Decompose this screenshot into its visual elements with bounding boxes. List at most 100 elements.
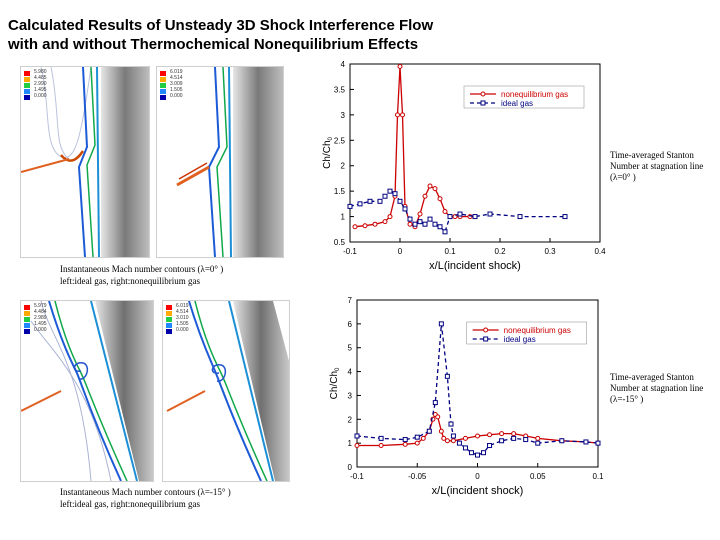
side-note-bottom: Time-averaged Stanton Number at stagnati… — [610, 372, 704, 404]
data-point — [354, 433, 360, 439]
data-point — [444, 373, 450, 379]
data-point — [523, 437, 529, 443]
y-tick-label: 2.5 — [334, 136, 346, 145]
legend-marker — [480, 91, 486, 97]
cfd-bottom-left-image — [20, 300, 154, 482]
data-point — [444, 438, 450, 444]
data-point — [432, 400, 438, 406]
x-tick-label: 0.1 — [444, 247, 456, 256]
cfd-top-left-image — [20, 66, 150, 258]
data-point — [427, 183, 433, 189]
data-point — [447, 214, 453, 220]
data-point — [387, 214, 393, 220]
data-point — [414, 440, 420, 446]
top-figure-caption: Instantaneous Mach number contours (λ=0°… — [60, 264, 224, 286]
y-tick-label: 4 — [348, 368, 353, 377]
data-point — [442, 229, 448, 235]
data-point — [412, 221, 418, 227]
data-point — [402, 206, 408, 212]
data-point — [481, 450, 487, 456]
bottom-left-legend: 5.979 4.484 2.989 1.495 0.000 — [34, 303, 47, 333]
y-tick-label: 6 — [348, 320, 353, 329]
legend-marker — [483, 336, 489, 342]
data-point — [400, 112, 405, 118]
data-point — [362, 223, 368, 229]
data-point — [535, 440, 541, 446]
data-point — [432, 186, 438, 192]
x-axis-label: x/L(incident shock) — [432, 485, 524, 497]
data-point — [347, 203, 353, 209]
title-line-1: Calculated Results of Unsteady 3D Shock … — [8, 17, 434, 34]
x-tick-label: 0.05 — [530, 472, 546, 481]
y-tick-label: 5 — [348, 344, 353, 353]
top-left-legend: 5.980 4.485 2.990 1.495 0.000 — [34, 69, 47, 99]
x-tick-label: -0.1 — [350, 472, 364, 481]
data-point — [487, 211, 493, 217]
data-point — [475, 433, 480, 439]
data-point — [354, 443, 360, 449]
y-tick-label: 2 — [348, 415, 353, 424]
data-point — [432, 221, 438, 227]
y-axis-label-subscript: 0 — [328, 136, 334, 140]
data-point — [487, 432, 493, 438]
y-axis-label: Ch/Ch0 — [329, 367, 341, 399]
data-point — [450, 433, 456, 439]
data-point — [387, 188, 393, 194]
data-point — [442, 208, 448, 214]
y-tick-label: 0.5 — [334, 238, 346, 247]
data-point — [437, 224, 443, 230]
y-tick-label: 3 — [348, 391, 353, 400]
slide-title: Calculated Results of Unsteady 3D Shock … — [8, 16, 433, 54]
data-point — [422, 221, 428, 227]
side-note-top: Time-averaged Stanton Number at stagnati… — [610, 150, 704, 182]
x-tick-label: -0.05 — [408, 472, 427, 481]
data-point — [475, 452, 480, 458]
x-tick-label: 0.1 — [592, 472, 604, 481]
data-point — [420, 435, 426, 441]
data-point — [559, 438, 565, 444]
data-point — [487, 443, 493, 449]
x-tick-label: 0.2 — [494, 247, 506, 256]
data-point — [535, 435, 541, 441]
x-tick-label: 0.4 — [594, 247, 606, 256]
data-point — [499, 438, 505, 444]
x-axis-label: x/L(incident shock) — [429, 260, 521, 272]
data-point — [456, 440, 462, 446]
data-point — [583, 439, 589, 445]
y-tick-label: 1 — [348, 439, 353, 448]
legend-entry: nonequilibrium gas — [504, 326, 571, 335]
data-point — [595, 440, 601, 446]
y-axis-label: Ch/Ch0 — [322, 136, 334, 168]
data-point — [462, 445, 468, 451]
chart-stanton-lambda-minus15: -0.1 -0.05 0 0.05 0.1 0 1 2 3 4 5 6 7 x/L(incident sh… — [329, 296, 604, 497]
data-point — [392, 191, 398, 197]
x-tick-label: 0.3 — [544, 247, 556, 256]
data-point — [395, 112, 400, 118]
data-point — [511, 435, 517, 441]
y-tick-label: 4 — [341, 60, 346, 69]
cfd-top-right-image — [156, 66, 284, 258]
data-point — [562, 214, 568, 220]
y-tick-label: 2 — [341, 162, 346, 171]
cfd-bottom-right-image — [162, 300, 290, 482]
data-point — [438, 321, 444, 327]
data-point — [377, 198, 383, 204]
x-tick-label: 0 — [475, 472, 480, 481]
data-point — [438, 428, 444, 434]
data-point — [397, 198, 403, 204]
y-tick-label: 7 — [348, 296, 353, 305]
top-right-legend: 6.019 4.514 3.009 1.505 0.000 — [170, 69, 183, 99]
legend-entry: ideal gas — [504, 335, 536, 344]
data-point — [378, 435, 384, 441]
data-point — [367, 198, 373, 204]
data-point — [402, 441, 408, 447]
data-point — [511, 431, 517, 437]
data-point — [417, 219, 423, 225]
y-tick-label: 0 — [348, 463, 353, 472]
data-point — [352, 224, 358, 230]
data-point — [407, 216, 413, 222]
data-point — [372, 221, 378, 227]
x-tick-label: 0 — [398, 247, 403, 256]
data-point — [427, 216, 433, 222]
data-point — [441, 435, 447, 441]
